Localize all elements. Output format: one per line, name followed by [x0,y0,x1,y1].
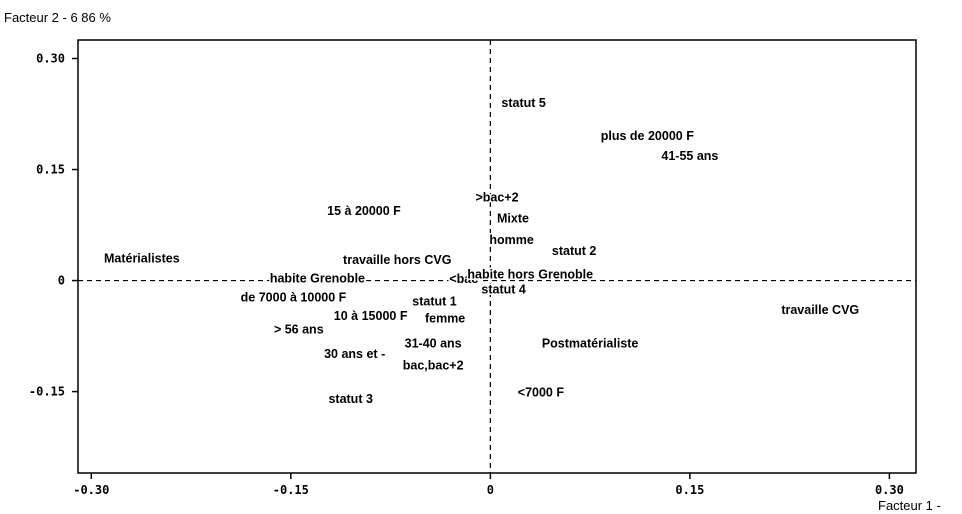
x-tick-label: 0.15 [675,483,704,497]
point-label: Postmatérialiste [542,336,639,350]
point-label: statut 2 [552,244,597,258]
x-axis-title: Facteur 1 - [878,498,941,513]
point-label: de 7000 à 10000 F [241,291,347,305]
x-tick-label: 0.30 [875,483,904,497]
point-label: statut 1 [412,294,457,308]
x-tick-label: 0 [487,483,494,497]
point-label: statut 3 [328,392,373,406]
axis-ticks: -0.30 -0.15 0 0.15 0.30 0.30 0.15 0 -0.15 [29,52,904,497]
point-label: Mixte [497,211,529,225]
x-tick-label: -0.15 [273,483,309,497]
point-label: 41-55 ans [661,149,718,163]
y-tick-label: -0.15 [29,385,65,399]
point-labels: statut 5 plus de 20000 F 41-55 ans >bac+2 15… [102,94,860,407]
point-label: bac,bac+2 [403,359,464,373]
point-label: <7000 F [518,385,565,399]
y-tick-label: 0 [58,274,65,288]
point-label: statut 4 [481,282,526,296]
point-label: > 56 ans [274,322,324,336]
point-label: habite hors Grenoble [467,268,593,282]
point-label: 15 à 20000 F [327,204,401,218]
point-label: 31-40 ans [405,336,462,350]
point-label: Matérialistes [104,251,180,265]
y-axis-title: Facteur 2 - 6 86 % [4,10,111,25]
point-label: >bac+2 [475,191,518,205]
point-label: plus de 20000 F [601,129,694,143]
point-label: 10 à 15000 F [334,309,408,323]
point-label: <bac [449,272,478,286]
y-tick-label: 0.15 [36,163,65,177]
plot-frame [77,39,917,474]
point-label: travaille CVG [781,303,859,317]
point-label: travaille hors CVG [343,253,451,267]
x-tick-label: -0.30 [73,483,109,497]
point-label: habite Grenoble [270,271,365,285]
point-label: homme [489,233,534,247]
y-tick-label: 0.30 [36,52,65,66]
point-label: 30 ans et - [324,347,385,361]
reference-lines [78,40,916,473]
point-label: statut 5 [501,96,546,110]
point-label: femme [425,311,465,325]
